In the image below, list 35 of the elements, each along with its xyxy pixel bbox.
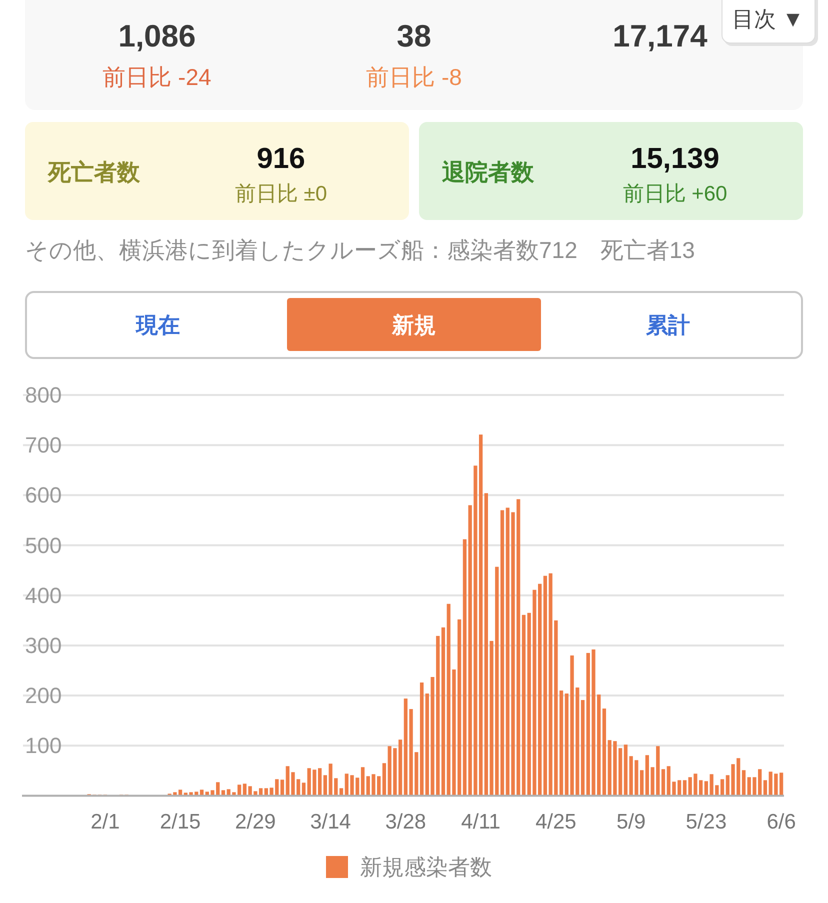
text: 1,086	[118, 18, 196, 54]
text: 38	[396, 18, 432, 54]
y-tick-label: 200	[25, 683, 62, 708]
button-toc: 目次 ▼	[722, 0, 818, 46]
x-tick-label: 4/25	[536, 810, 576, 834]
text: 17,174	[612, 18, 708, 54]
text: 現在	[135, 312, 180, 338]
y-tick-label: 700	[25, 432, 62, 458]
text: その他、横浜港に到着したクルーズ船：感染者数712 死亡者13	[25, 237, 695, 263]
text: 前日比 +60	[622, 182, 728, 206]
text: 前日比 -24	[102, 64, 212, 90]
text: 916	[256, 143, 306, 175]
x-tick-label: 5/23	[686, 810, 727, 834]
x-tick-label: 3/28	[385, 810, 426, 834]
x-tick-label: 4/11	[461, 810, 500, 834]
y-tick-label: 100	[25, 733, 62, 758]
text: 15,139	[630, 143, 720, 175]
text: 退院者数	[441, 159, 535, 185]
text: 前日比 -8	[366, 64, 462, 90]
x-tick-label: 6/6	[766, 810, 796, 834]
text: 新規	[391, 312, 436, 338]
x-tick-label: 2/29	[234, 810, 276, 834]
x-tick-label: 2/15	[160, 810, 201, 834]
y-tick-label: 800	[25, 382, 62, 408]
y-tick-label: 600	[25, 482, 62, 508]
x-tick-label: 2/1	[90, 810, 120, 834]
y-tick-label: 500	[25, 532, 62, 558]
legend-label: 新規感染者数	[360, 854, 492, 880]
x-tick-label: 5/9	[616, 810, 646, 834]
y-tick-label: 300	[25, 632, 62, 658]
text: 累計	[645, 312, 690, 338]
text: 前日比 ±0	[234, 182, 328, 206]
text: 死亡者数	[47, 159, 141, 185]
y-tick-label: 400	[25, 582, 62, 608]
x-tick-label: 3/14	[310, 810, 352, 834]
